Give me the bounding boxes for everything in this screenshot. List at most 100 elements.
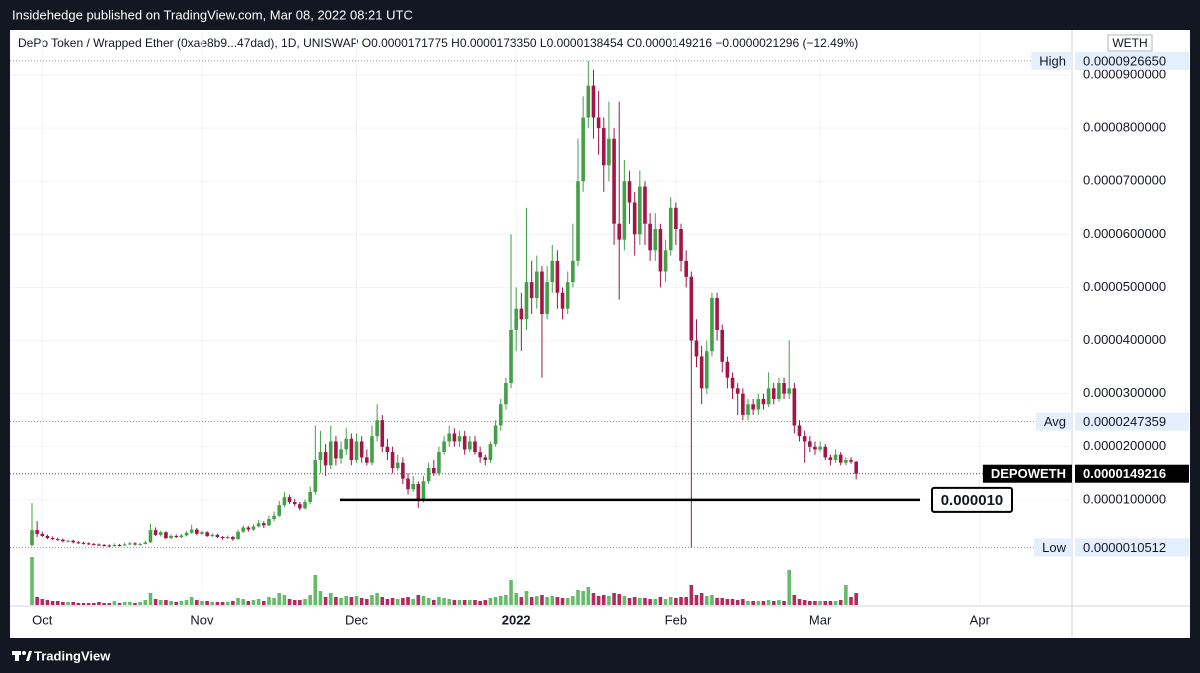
volume-bar: [421, 596, 426, 605]
candle-body: [550, 260, 555, 283]
volume-bar: [545, 597, 549, 605]
volume-bar: [200, 601, 204, 605]
candle-body: [483, 457, 488, 461]
x-tick-label: Dec: [345, 612, 369, 627]
candle-body: [241, 527, 245, 532]
volume-bar: [236, 598, 240, 605]
volume-bar: [344, 596, 349, 605]
volume-bar: [591, 593, 596, 605]
volume-bar: [854, 593, 858, 605]
candle-body: [535, 271, 539, 299]
volume-bar: [251, 600, 256, 605]
volume-bar: [334, 597, 338, 605]
volume-bar: [174, 602, 179, 605]
y-tick-label: 0.0000100000: [1083, 491, 1166, 506]
volume-bar: [699, 593, 704, 605]
legend: DePo Token / Wrapped Ether (0xae8b9...47…: [18, 36, 858, 50]
axis-labels: 0.0000100000 0.0000200000 0.0000300000 0.00…: [32, 51, 1189, 627]
volume-bar: [287, 599, 292, 605]
candle-body: [385, 446, 390, 453]
volume-bar: [298, 600, 302, 605]
candle-body: [545, 282, 549, 314]
volume-bar: [643, 598, 647, 605]
candle-body: [632, 202, 637, 235]
x-tick-label: Feb: [665, 612, 687, 627]
volume-bar: [658, 597, 663, 605]
candle-body: [205, 532, 209, 536]
publisher: Insidehedge published on TradingView.com…: [12, 7, 413, 22]
volume-bar: [823, 601, 828, 605]
candle-body: [741, 393, 745, 415]
candle-body: [720, 329, 725, 362]
candle-body: [251, 526, 256, 530]
volume-bar: [596, 596, 601, 605]
volume-bar: [689, 585, 694, 605]
candle-body: [653, 229, 658, 251]
volume-bar: [746, 601, 750, 605]
candle-body: [540, 271, 544, 314]
volume-bar: [401, 598, 405, 605]
volume-bar: [833, 601, 838, 605]
volume-bar: [354, 596, 359, 605]
volume-bar: [565, 598, 570, 605]
candle-body: [365, 457, 369, 463]
volume-bar: [849, 597, 853, 605]
volume-bar: [102, 603, 106, 605]
volume-bar: [122, 602, 127, 605]
candle-body: [236, 531, 240, 540]
candle-body: [468, 441, 472, 450]
y-tick-label: 0.0000600000: [1083, 226, 1166, 241]
volume-bar: [303, 599, 307, 605]
volume-bar: [86, 603, 91, 605]
volume-bar: [514, 593, 518, 605]
candle-body: [122, 544, 127, 546]
currency-box: [1107, 34, 1153, 52]
candle-body: [50, 538, 55, 540]
volume-bar: [30, 557, 34, 605]
volume-bar: [452, 600, 457, 605]
candle-body: [153, 530, 158, 535]
candle-body: [437, 452, 441, 474]
candle-body: [354, 441, 359, 461]
logo-mark: [15, 651, 19, 661]
candle-body: [519, 308, 524, 320]
candle-body: [287, 497, 292, 502]
candle-body: [411, 483, 415, 490]
volume-bar: [638, 598, 642, 605]
candle-body: [416, 483, 421, 501]
volume-bar: [838, 600, 843, 605]
candle-body: [61, 539, 65, 542]
volume-bar: [313, 575, 318, 605]
volume-bar: [318, 591, 323, 605]
volume-bar: [179, 601, 184, 605]
volume-bar: [468, 600, 472, 605]
candle-body: [797, 425, 802, 437]
volume-bar: [431, 600, 436, 605]
volume-bar: [560, 598, 565, 605]
x-tick-label: Nov: [190, 612, 214, 627]
price-value: 0.0000010512: [1083, 540, 1166, 555]
currency: WETH: [1112, 36, 1147, 50]
candle-body: [318, 452, 323, 461]
y-tick-label: 0.0000900000: [1083, 66, 1166, 81]
candle-body: [246, 527, 251, 530]
candle-body: [169, 535, 173, 539]
volume-bar: [571, 596, 575, 605]
candle-body: [581, 117, 585, 182]
y-tick-label: 0.0000800000: [1083, 120, 1166, 135]
candle-body: [596, 117, 601, 129]
volume-bar: [715, 598, 719, 605]
support-label: 0.000010: [941, 492, 1004, 509]
candle-body: [210, 534, 215, 536]
candle-body: [30, 530, 34, 545]
volume-bar: [323, 597, 328, 605]
candle-body: [277, 505, 282, 516]
candle-body: [231, 537, 235, 540]
volume-bar: [148, 593, 153, 605]
brand: TradingView: [34, 648, 111, 663]
candle-body: [406, 478, 410, 490]
candle-body: [833, 454, 838, 461]
candle-body: [617, 223, 622, 240]
y-tick-label: 0.0000200000: [1083, 438, 1166, 453]
